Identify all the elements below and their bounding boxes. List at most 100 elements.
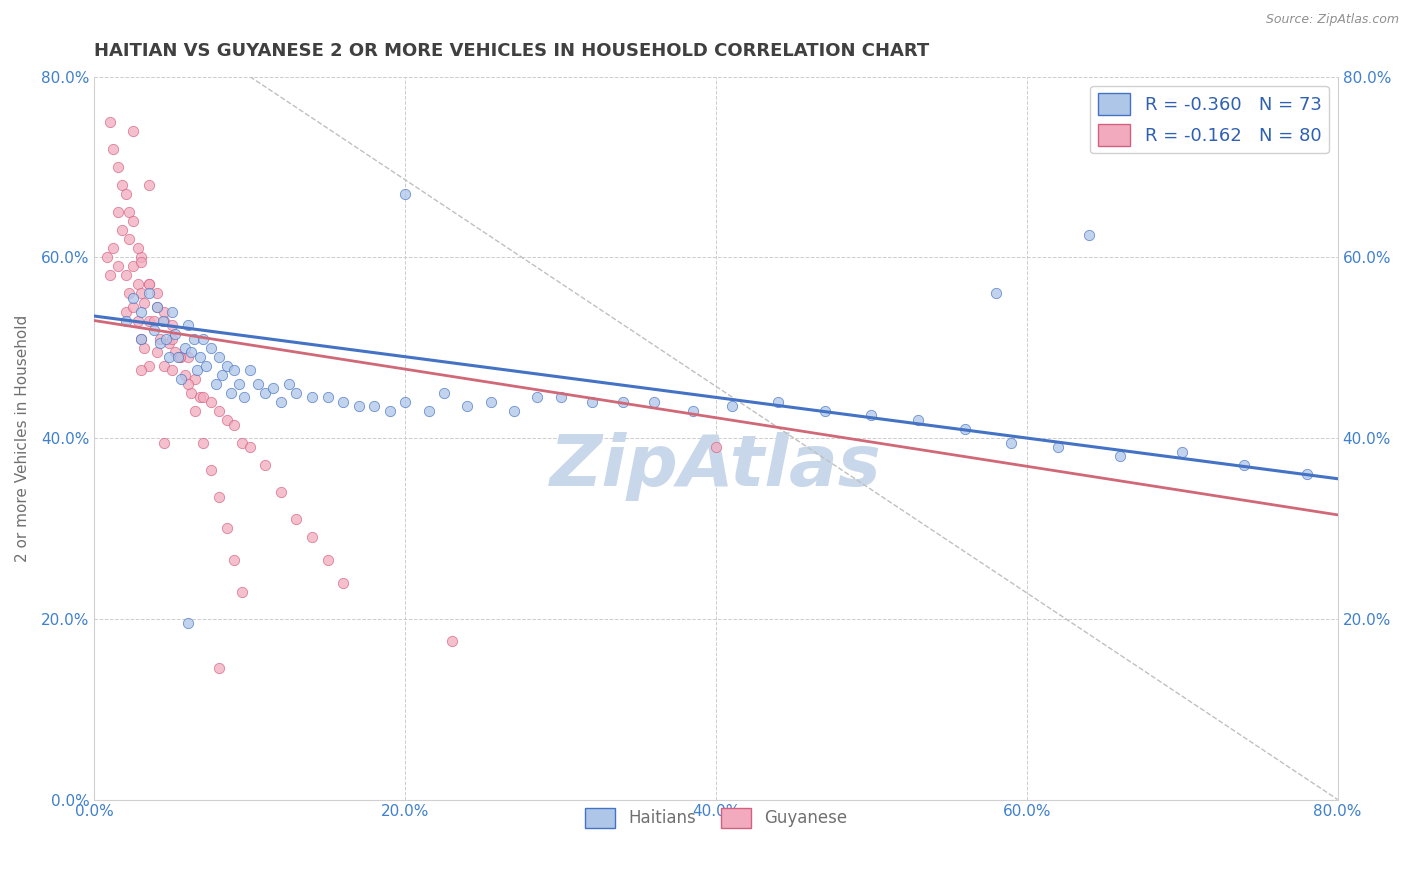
Point (1000, 435, 1022, 450)
Point (1295, 467, 1317, 482)
Text: Source: ZipAtlas.com: Source: ZipAtlas.com (1265, 13, 1399, 27)
Point (180, 385, 202, 400)
Point (215, 359, 238, 373)
Point (167, 350, 190, 364)
Point (160, 304, 183, 318)
Point (118, 205, 141, 219)
Point (177, 318, 200, 332)
Point (332, 575, 354, 590)
Point (193, 391, 215, 405)
Point (682, 404, 704, 418)
Point (152, 313, 174, 327)
Point (153, 435, 176, 450)
Point (200, 395, 222, 409)
Point (114, 304, 136, 318)
Point (394, 395, 416, 409)
Point (301, 391, 323, 405)
Point (118, 232, 141, 246)
Point (643, 395, 665, 409)
Point (129, 332, 152, 346)
Point (145, 345, 167, 359)
Point (138, 286, 160, 301)
Point (111, 178, 134, 192)
Point (193, 435, 215, 450)
Point (193, 332, 215, 346)
Point (188, 350, 211, 364)
Point (107, 260, 129, 274)
Point (177, 350, 200, 364)
Point (138, 313, 160, 327)
Point (239, 363, 262, 377)
Point (200, 341, 222, 355)
Point (134, 295, 156, 310)
Point (107, 205, 129, 219)
Point (114, 268, 136, 283)
Point (363, 400, 385, 414)
Point (232, 391, 254, 405)
Point (860, 409, 883, 423)
Text: ZipAtlas: ZipAtlas (550, 433, 882, 501)
Point (612, 395, 634, 409)
Point (720, 400, 742, 414)
Point (1046, 440, 1069, 454)
Point (224, 417, 246, 432)
Point (215, 413, 238, 427)
Point (224, 363, 246, 377)
Point (101, 241, 124, 255)
Point (160, 363, 183, 377)
Point (122, 260, 145, 274)
Point (173, 341, 195, 355)
Point (114, 313, 136, 327)
Point (188, 391, 211, 405)
Point (211, 368, 233, 382)
Point (170, 372, 193, 386)
Point (224, 553, 246, 567)
Legend: Haitians, Guyanese: Haitians, Guyanese (578, 801, 853, 835)
Point (142, 323, 165, 337)
Point (1078, 227, 1101, 242)
Point (153, 304, 176, 318)
Point (907, 413, 929, 427)
Point (231, 584, 253, 599)
Point (129, 286, 152, 301)
Point (433, 385, 456, 400)
Point (254, 385, 277, 400)
Point (122, 291, 145, 305)
Point (332, 395, 354, 409)
Point (228, 376, 250, 391)
Point (208, 350, 231, 364)
Point (142, 313, 165, 327)
Point (129, 304, 152, 318)
Point (160, 318, 183, 332)
Point (503, 404, 526, 418)
Point (127, 241, 149, 255)
Point (129, 332, 152, 346)
Point (157, 336, 180, 351)
Y-axis label: 2 or more Vehicles in Household: 2 or more Vehicles in Household (15, 315, 30, 562)
Point (316, 391, 339, 405)
Point (145, 286, 167, 301)
Point (204, 376, 226, 391)
Point (418, 404, 440, 418)
Point (200, 463, 222, 477)
Point (169, 350, 191, 364)
Point (98, 268, 121, 283)
Point (316, 553, 339, 567)
Point (581, 395, 603, 409)
Point (138, 277, 160, 292)
Point (180, 345, 202, 359)
Point (165, 327, 187, 342)
Point (107, 160, 129, 174)
Point (184, 372, 207, 386)
Point (347, 400, 370, 414)
Point (277, 376, 299, 391)
Point (814, 404, 837, 418)
Point (173, 368, 195, 382)
Point (270, 395, 292, 409)
Point (155, 332, 177, 346)
Point (149, 332, 172, 346)
Point (239, 440, 262, 454)
Point (186, 363, 208, 377)
Point (183, 332, 205, 346)
Point (285, 385, 308, 400)
